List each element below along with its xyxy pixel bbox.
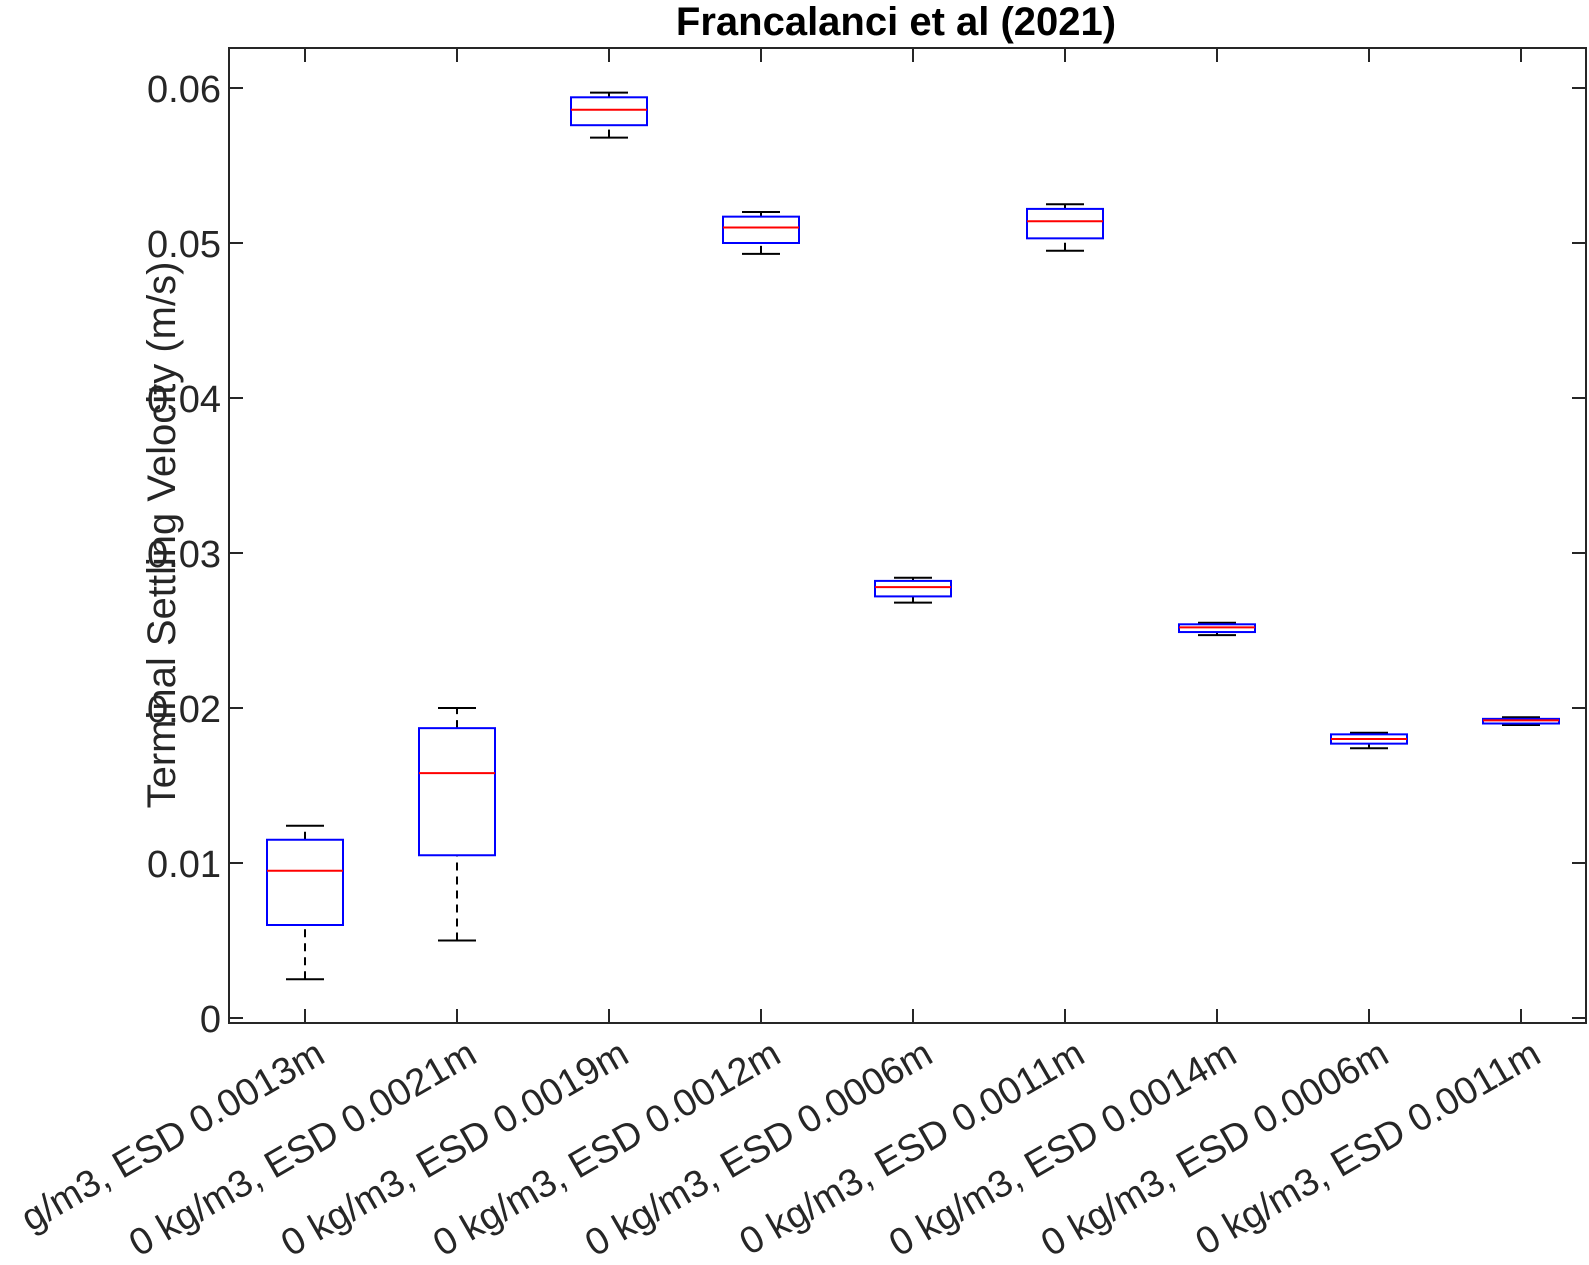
y-tick-label: 0.06 bbox=[147, 69, 221, 111]
chart-title: Francalanci et al (2021) bbox=[676, 0, 1116, 44]
box-iqr bbox=[266, 838, 344, 926]
y-tick-labels: 0 0.01 0.02 0.03 0.04 0.05 0.06 bbox=[147, 69, 221, 1041]
box-group bbox=[570, 91, 648, 139]
y-tick-label: 0.04 bbox=[147, 379, 221, 421]
y-tick-label: 0.03 bbox=[147, 534, 221, 576]
y-tick-label: 0.05 bbox=[147, 224, 221, 266]
box-iqr bbox=[570, 96, 648, 127]
box-group bbox=[1026, 203, 1104, 252]
box-iqr bbox=[1026, 207, 1104, 240]
y-tick-label: 0.01 bbox=[147, 844, 221, 886]
box-group bbox=[722, 211, 800, 255]
box-group bbox=[874, 576, 952, 604]
box-iqr bbox=[722, 215, 800, 244]
box-series bbox=[266, 91, 1560, 981]
box-group bbox=[266, 824, 344, 981]
y-axis-label: Terminal Settling Velocity (m/s) bbox=[140, 262, 184, 809]
box-iqr bbox=[874, 579, 952, 598]
box-group bbox=[1482, 716, 1560, 727]
box-iqr bbox=[418, 727, 496, 857]
y-tick-label: 0.02 bbox=[147, 689, 221, 731]
box-group bbox=[1178, 621, 1256, 637]
plot-area-frame bbox=[228, 47, 1587, 1024]
axis-ticks bbox=[229, 48, 1586, 1023]
box-group bbox=[1330, 731, 1408, 750]
y-tick-label: 0 bbox=[200, 999, 221, 1041]
box-group bbox=[418, 707, 496, 942]
